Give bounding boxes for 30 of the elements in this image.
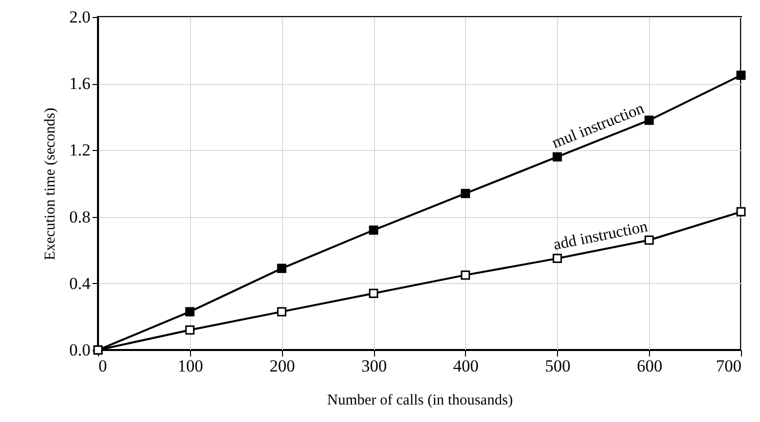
point <box>644 116 654 125</box>
x-tick-label: 200 <box>269 356 295 376</box>
x-tick-label: 100 <box>178 356 204 376</box>
y-tick-label: 0.4 <box>69 274 91 293</box>
point <box>460 270 470 280</box>
x-tick-label: 500 <box>545 356 571 376</box>
y-tick-label: 1.6 <box>69 74 90 94</box>
point <box>368 225 378 235</box>
point <box>736 70 746 80</box>
point <box>552 152 562 162</box>
y-tick-label: 2.0 <box>69 8 90 26</box>
point <box>368 288 378 298</box>
point <box>736 207 746 216</box>
point <box>185 325 194 335</box>
point <box>185 307 194 316</box>
text: add instruction <box>552 218 650 254</box>
x-tick-label: 700 <box>716 356 742 376</box>
x-tick-label: 300 <box>361 356 387 376</box>
x-tick-label: 600 <box>636 356 662 376</box>
x-axis-title: Number of calls (in thousands) <box>327 392 513 408</box>
x-tick-label: 0 <box>98 356 107 376</box>
y-axis-title: Execution time (seconds) <box>42 108 58 260</box>
y-tick-label: 0.8 <box>69 207 90 226</box>
point <box>277 264 286 274</box>
y-tick-label: 0.0 <box>69 340 90 360</box>
point <box>277 307 286 316</box>
point <box>460 188 470 198</box>
x-tick-label: 400 <box>453 356 479 376</box>
point <box>552 254 562 264</box>
y-tick-label: 1.2 <box>69 140 90 160</box>
